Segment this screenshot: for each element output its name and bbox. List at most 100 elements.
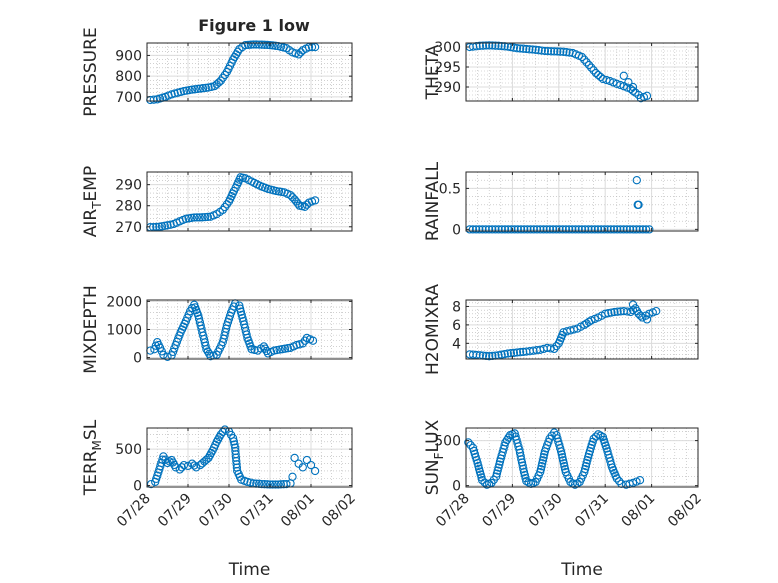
data-point xyxy=(632,176,641,185)
data-point xyxy=(504,225,513,234)
data-point xyxy=(190,461,199,470)
data-point xyxy=(166,220,175,229)
data-point xyxy=(628,86,638,95)
data-point xyxy=(275,345,284,354)
data-point xyxy=(545,225,555,234)
data-point xyxy=(539,225,548,234)
data-point xyxy=(243,40,253,50)
data-point xyxy=(558,453,567,462)
data-point xyxy=(512,348,522,357)
subplot-mixdepth: 0 1000 2000 MIXDEPTH xyxy=(81,285,353,374)
data-point xyxy=(272,345,281,355)
data-point xyxy=(546,47,556,56)
data-point xyxy=(555,225,564,234)
subplot-air_temp: 270 280 290 AIRTEMP xyxy=(81,166,353,237)
data-point xyxy=(546,344,555,353)
data-point xyxy=(200,212,210,222)
y-tick-label: 0 xyxy=(452,479,461,495)
data-point xyxy=(484,225,494,234)
data-point xyxy=(589,434,598,443)
data-point xyxy=(203,347,212,356)
data-point xyxy=(532,225,542,234)
data-point xyxy=(560,462,569,471)
y-tick-label: 900 xyxy=(115,48,142,64)
data-point xyxy=(548,225,558,234)
data-point xyxy=(271,186,281,196)
data-point xyxy=(500,225,510,234)
data-point xyxy=(249,40,258,49)
data-point xyxy=(171,463,180,472)
data-point xyxy=(625,225,635,234)
y-tick-label: 290 xyxy=(434,80,461,96)
data-point xyxy=(274,187,284,196)
data-point xyxy=(580,55,589,64)
data-point xyxy=(516,225,526,234)
data-point xyxy=(491,225,500,234)
data-point xyxy=(536,465,546,474)
data-point xyxy=(198,213,207,222)
data-point xyxy=(198,84,208,93)
data-point xyxy=(624,78,633,87)
series-markers xyxy=(146,40,320,105)
axes-box xyxy=(465,171,699,232)
y-tick-label: 280 xyxy=(115,199,142,215)
data-point xyxy=(628,82,638,92)
data-point xyxy=(497,350,506,359)
data-point xyxy=(516,451,525,461)
plot-area xyxy=(466,172,698,231)
y-axis-label: PRESSURE xyxy=(81,27,101,116)
x-axis-label: Time xyxy=(560,560,603,580)
y-axis-label: RAINFALL xyxy=(423,161,443,241)
data-point xyxy=(298,463,307,472)
data-point xyxy=(168,347,178,357)
data-point xyxy=(494,41,503,50)
data-point xyxy=(509,348,519,358)
data-point xyxy=(475,41,485,50)
data-point xyxy=(478,476,487,485)
data-point xyxy=(207,82,216,91)
data-point xyxy=(513,225,522,234)
y-tick-label: 0 xyxy=(133,351,142,367)
data-point xyxy=(195,213,204,222)
data-point xyxy=(488,41,497,50)
data-point xyxy=(290,453,299,463)
data-point xyxy=(201,83,210,93)
data-point xyxy=(537,46,546,55)
data-point xyxy=(580,225,590,234)
y-tick-label: 800 xyxy=(115,69,142,85)
data-point xyxy=(577,225,587,234)
data-point xyxy=(577,52,587,62)
data-point xyxy=(540,450,549,459)
data-point xyxy=(491,41,500,50)
data-point xyxy=(518,461,527,470)
data-point xyxy=(310,466,320,476)
data-point xyxy=(260,480,269,489)
data-point xyxy=(177,463,186,472)
data-point xyxy=(230,440,239,449)
data-point xyxy=(288,472,297,481)
data-point xyxy=(293,199,303,208)
data-point xyxy=(190,85,199,94)
data-point xyxy=(271,480,280,489)
y-tick-label: 700 xyxy=(115,90,142,106)
data-point xyxy=(246,40,256,49)
data-point xyxy=(152,222,161,232)
data-point xyxy=(587,225,596,234)
data-point xyxy=(236,307,246,316)
data-point xyxy=(619,225,628,234)
data-point xyxy=(235,304,245,313)
data-point xyxy=(623,307,632,316)
data-point xyxy=(634,200,643,209)
data-point xyxy=(523,225,532,234)
data-point xyxy=(538,456,548,465)
data-point xyxy=(632,225,641,234)
data-point xyxy=(254,40,264,49)
data-point xyxy=(616,307,625,316)
data-point xyxy=(277,187,286,197)
series-markers xyxy=(146,173,320,232)
subplot-pressure: 700 800 900 PRESSURE xyxy=(81,27,353,117)
data-point xyxy=(485,41,494,50)
data-point xyxy=(517,455,526,464)
data-point xyxy=(525,45,534,54)
